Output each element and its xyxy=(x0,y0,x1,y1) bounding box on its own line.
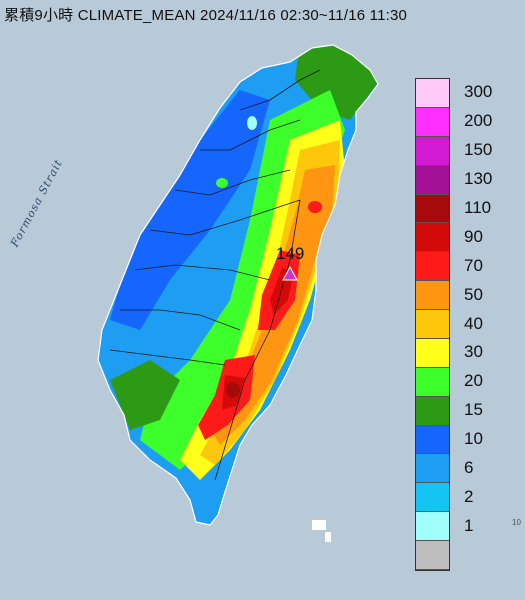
legend-swatch xyxy=(416,79,449,108)
legend-label: 40 xyxy=(464,313,483,333)
peak-value-label: 149 xyxy=(276,244,305,263)
legend-label: 10 xyxy=(464,429,483,449)
legend-label: 1 xyxy=(464,515,474,535)
small-green-spot xyxy=(216,178,228,188)
legend-swatch xyxy=(416,136,449,166)
legend-label: 130 xyxy=(464,169,493,189)
red-spot-northeast xyxy=(308,201,322,213)
legend-swatch xyxy=(416,454,449,484)
legend-swatch xyxy=(416,483,449,513)
legend-swatch xyxy=(416,281,449,311)
legend-label: 50 xyxy=(464,284,483,304)
legend-swatch xyxy=(416,338,449,368)
legend-swatch xyxy=(416,107,449,137)
small-cyan-spot xyxy=(247,116,257,130)
legend-label: 300 xyxy=(464,82,493,102)
map-title: 累積9小時 CLIMATE_MEAN 2024/11/16 02:30~11/1… xyxy=(4,7,408,24)
peak-marker-icon xyxy=(282,266,298,281)
corner-label: 10 xyxy=(512,518,521,527)
legend-label: 70 xyxy=(464,255,483,275)
legend-swatch xyxy=(416,541,449,570)
legend-label: 110 xyxy=(464,197,492,217)
legend-swatch xyxy=(416,165,449,195)
legend-swatch xyxy=(416,396,449,426)
legend-label: 90 xyxy=(464,226,483,246)
legend-swatch xyxy=(416,367,449,397)
legend-swatch xyxy=(416,252,449,282)
county-borders xyxy=(109,69,321,481)
legend-swatch xyxy=(416,223,449,253)
legend-label: 2 xyxy=(464,486,474,506)
coastline xyxy=(97,44,379,526)
south-green-band xyxy=(110,360,180,430)
legend-swatch xyxy=(416,425,449,455)
legend-swatch xyxy=(416,512,449,542)
legend-swatch xyxy=(416,310,449,339)
legend-label: 15 xyxy=(464,400,483,420)
maroon-core xyxy=(226,382,240,398)
legend-label: 200 xyxy=(464,111,493,131)
legend-label: 20 xyxy=(464,371,483,391)
legend-swatch xyxy=(416,194,449,224)
offshore-islands xyxy=(312,520,331,542)
legend-label: 6 xyxy=(464,457,474,477)
legend-label: 30 xyxy=(464,342,483,362)
legend-bar xyxy=(415,78,450,571)
legend-label: 150 xyxy=(464,140,493,160)
